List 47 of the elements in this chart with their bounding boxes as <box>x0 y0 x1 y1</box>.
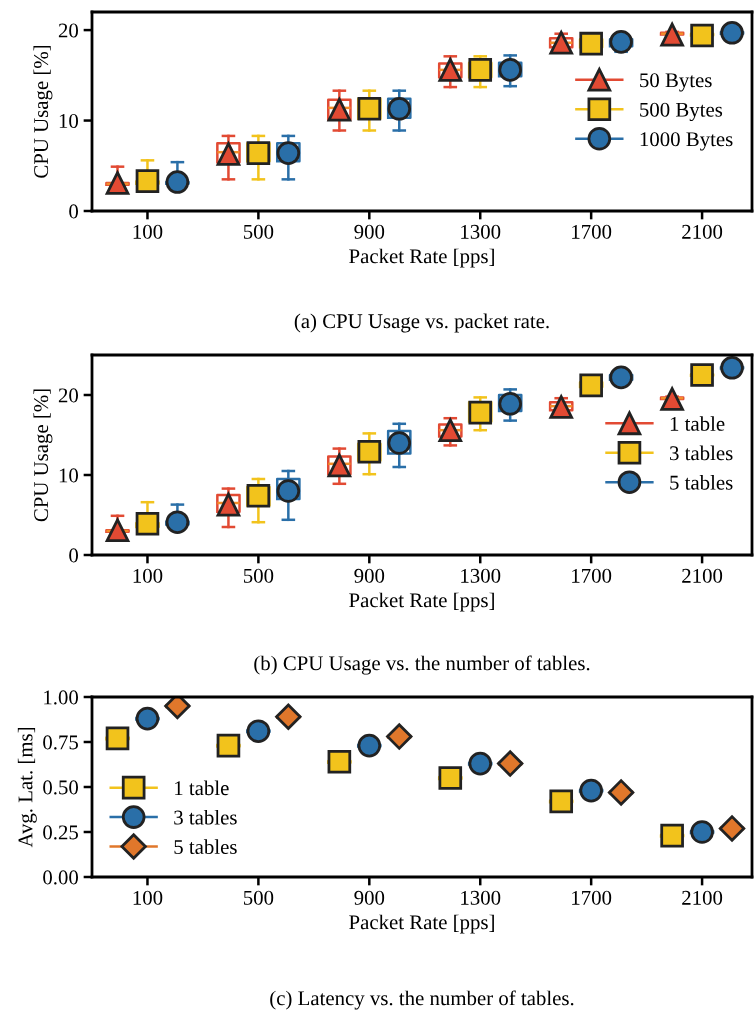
legend-label: 500 Bytes <box>640 102 723 122</box>
x-tick-label: 100 <box>133 890 163 905</box>
legend-label: 1 table <box>175 780 229 796</box>
legend-label: 5 tables <box>174 839 237 855</box>
legend-label: 5 tables <box>670 475 733 490</box>
legend-label: 1000 Bytes <box>640 132 733 151</box>
x-tick-label: 900 <box>354 890 385 905</box>
y-axis-title: CPU Usage [%] <box>33 389 53 522</box>
text: (c) Latency vs. the number of tables. <box>270 990 574 1010</box>
x-tick-label: 500 <box>243 890 274 905</box>
y-tick-label: 20 <box>58 388 79 403</box>
y-tick-label: 0.00 <box>43 870 79 885</box>
x-tick-label: 900 <box>354 224 385 239</box>
x-tick-label: 100 <box>133 568 163 583</box>
y-axis-title: CPU Usage [%] <box>33 45 53 178</box>
y-tick-label: 1.00 <box>44 690 79 705</box>
x-tick-label: 2100 <box>682 224 723 239</box>
x-tick-label: 1300 <box>461 568 501 583</box>
x-axis-title: Packet Rate [pps] <box>349 592 494 612</box>
y-axis-title: Avg. Lat. [ms] <box>17 727 37 848</box>
y-tick-label: 0.50 <box>43 780 79 795</box>
x-axis-title: Packet Rate [pps] <box>349 914 494 934</box>
x-tick-label: 500 <box>243 568 274 583</box>
x-tick-label: 1700 <box>572 568 612 583</box>
x-tick-label: 2100 <box>682 568 723 583</box>
x-tick-label: 500 <box>243 224 274 239</box>
x-tick-label: 1700 <box>572 890 612 905</box>
y-tick-label: 0.75 <box>43 735 78 750</box>
legend-label: 3 tables <box>174 809 237 825</box>
y-tick-label: 20 <box>58 23 79 38</box>
y-tick-label: 10 <box>59 113 79 128</box>
text: (a) CPU Usage vs. packet rate. <box>294 313 549 333</box>
y-tick-label: 0 <box>69 548 79 563</box>
text: (b) CPU Usage vs. the number of tables. <box>254 655 590 675</box>
legend-label: 50 Bytes <box>640 73 712 92</box>
x-tick-label: 1300 <box>461 224 501 239</box>
x-tick-label: 100 <box>133 224 163 239</box>
legend-label: 1 table <box>670 416 725 431</box>
x-tick-label: 1700 <box>572 224 612 239</box>
y-tick-label: 10 <box>59 468 79 483</box>
x-tick-label: 900 <box>354 568 385 583</box>
y-tick-label: 0.25 <box>43 825 78 840</box>
legend-label: 3 tables <box>670 445 733 461</box>
x-tick-label: 1300 <box>461 890 501 905</box>
y-tick-label: 0 <box>69 204 79 219</box>
x-axis-title: Packet Rate [pps] <box>349 248 494 268</box>
x-tick-label: 2100 <box>682 890 723 905</box>
